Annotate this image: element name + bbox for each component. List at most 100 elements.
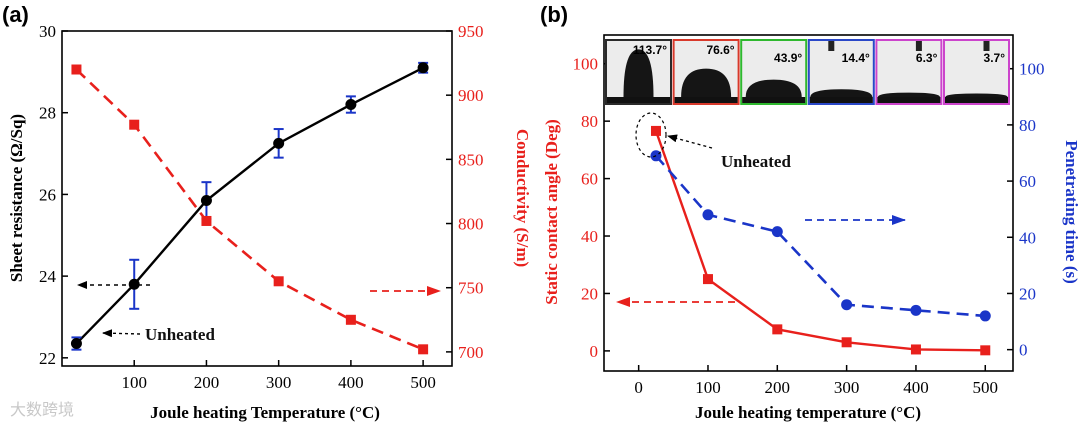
droplet-shape	[810, 89, 873, 97]
right-tick-label: 40	[1019, 228, 1036, 247]
droplet-shape	[623, 49, 654, 97]
panel-a-unheated-pointer	[102, 329, 141, 338]
panel-b: (b) 0 20 40 60 80 100 0 20 40 60 80 100 0 100 200 300…	[540, 2, 1080, 422]
x-tick-label: 300	[834, 378, 860, 397]
needle-shape	[828, 41, 835, 51]
panel-a-plot-frame	[61, 30, 453, 367]
panel-b-x-axis: 0 100 200 300 400 500	[634, 365, 998, 397]
substrate-strip	[809, 97, 873, 103]
panel-b-y-right-label: Penetrating time (s)	[1062, 140, 1080, 284]
right-tick-label: 100	[1019, 60, 1045, 79]
panel-a-x-axis: 100 200 300 400 500	[121, 360, 436, 392]
data-point-static-contact-angle	[980, 345, 991, 356]
panel-b-y-left-label: Static contact angle (Deg)	[542, 119, 561, 305]
right-tick-label: 700	[458, 343, 484, 362]
data-point-sheet-resistance	[128, 278, 140, 290]
x-tick-label: 400	[338, 373, 364, 392]
needle-shape	[915, 41, 922, 51]
data-point-penetrating-time	[979, 310, 991, 322]
panel-b-droplet-insets: 113.7° 76.6° 43.9° 14.4° 6.3° 3.7°	[605, 39, 1010, 105]
panel-a-y-right-label: Conductivity (S/m)	[513, 129, 532, 267]
droplet-shape	[745, 79, 802, 97]
needle-shape	[983, 41, 990, 51]
data-point-conductivity	[201, 215, 212, 226]
contact-angle-label: 3.7°	[984, 51, 1006, 65]
left-tick-label: 22	[39, 349, 56, 368]
left-tick-label: 40	[581, 227, 598, 246]
contact-angle-label: 113.7°	[633, 43, 667, 57]
droplet-photo-frame	[943, 39, 1010, 105]
series-line-penetrating-time	[655, 154, 986, 318]
x-tick-label: 100	[121, 373, 147, 392]
right-tick-label: 950	[458, 22, 484, 41]
substrate-strip	[674, 97, 738, 103]
x-tick-label: 0	[634, 378, 643, 397]
substrate-strip	[607, 97, 670, 103]
data-point-conductivity	[273, 276, 284, 287]
data-point-penetrating-time	[910, 304, 922, 316]
left-tick-label: 80	[581, 112, 598, 131]
data-point-conductivity	[129, 119, 140, 130]
left-tick-label: 26	[39, 185, 56, 204]
data-point-penetrating-time	[702, 209, 714, 221]
x-tick-label: 100	[695, 378, 721, 397]
right-tick-label: 0	[1019, 341, 1028, 360]
panel-b-unheated-pointer	[667, 134, 713, 149]
panel-a-y-left-label: Sheet resistance (Ω/Sq)	[7, 114, 26, 282]
panel-b-right-axis: 0 20 40 60 80 100	[1007, 60, 1045, 360]
contact-angle-label: 6.3°	[916, 51, 938, 65]
panel-b-x-label: Joule heating temperature (°C)	[695, 403, 921, 422]
panel-b-plot-frame	[603, 34, 1014, 372]
panel-a-label: (a)	[2, 2, 29, 27]
right-tick-label: 20	[1019, 284, 1036, 303]
left-tick-label: 60	[581, 170, 598, 189]
series-line-static-contact-angle	[654, 130, 986, 352]
x-tick-label: 200	[194, 373, 220, 392]
x-tick-label: 200	[765, 378, 791, 397]
panel-a: (a) 22 24 26 28 30 700 750 800 850 900 950 100 200…	[2, 2, 532, 422]
x-tick-label: 500	[973, 378, 999, 397]
contact-angle-label: 43.9°	[774, 51, 802, 65]
data-point-static-contact-angle	[702, 274, 713, 285]
watermark-text: 大数跨境	[10, 400, 75, 419]
panel-a-left-axis: 22 24 26 28 30	[39, 22, 68, 368]
panel-a-series	[70, 61, 429, 355]
data-point-static-contact-angle	[910, 344, 921, 355]
data-point-penetrating-time	[841, 299, 853, 311]
panel-a-unheated-label: Unheated	[145, 325, 215, 344]
series-line-conductivity	[75, 68, 424, 351]
x-tick-label: 300	[266, 373, 292, 392]
data-point-sheet-resistance	[345, 99, 357, 111]
left-tick-label: 20	[581, 284, 598, 303]
data-point-conductivity	[418, 344, 429, 355]
contact-angle-label: 14.4°	[842, 51, 870, 65]
data-point-penetrating-time	[771, 226, 783, 238]
data-point-conductivity	[345, 314, 356, 325]
left-tick-label: 28	[39, 104, 56, 123]
x-tick-label: 400	[903, 378, 929, 397]
substrate-strip	[877, 97, 941, 103]
droplet-shape	[945, 93, 1008, 97]
panel-b-unheated-label: Unheated	[721, 152, 791, 171]
substrate-strip	[945, 97, 1008, 103]
data-point-static-contact-angle	[650, 125, 661, 136]
panel-a-right-axis: 700 750 800 850 900 950	[446, 22, 484, 362]
substrate-strip	[742, 97, 806, 103]
droplet-shape	[681, 68, 732, 97]
data-point-conductivity	[71, 64, 82, 75]
left-tick-label: 24	[39, 267, 57, 286]
right-tick-label: 60	[1019, 172, 1036, 191]
right-tick-label: 750	[458, 279, 484, 298]
data-point-sheet-resistance	[273, 137, 285, 149]
data-point-static-contact-angle	[772, 324, 783, 335]
left-tick-label: 100	[573, 55, 599, 74]
panel-a-x-label: Joule heating Temperature (°C)	[150, 403, 380, 422]
left-tick-label: 30	[39, 22, 56, 41]
left-tick-label: 0	[590, 342, 599, 361]
right-tick-label: 850	[458, 150, 484, 169]
right-tick-label: 800	[458, 215, 484, 234]
data-point-sheet-resistance	[70, 338, 82, 350]
panel-b-label: (b)	[540, 2, 568, 27]
data-point-static-contact-angle	[841, 337, 852, 348]
